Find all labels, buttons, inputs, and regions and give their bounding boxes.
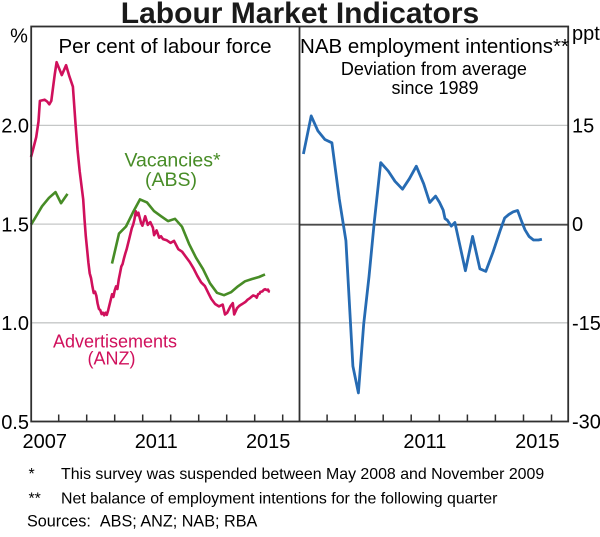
svg-text:1.0: 1.0 [1, 313, 29, 335]
svg-text:**: ** [29, 490, 41, 507]
svg-text:Per cent of labour force: Per cent of labour force [58, 35, 271, 58]
svg-text:0: 0 [572, 214, 583, 236]
svg-text:0.5: 0.5 [1, 412, 29, 434]
svg-text:Sources: ABS; ANZ; NAB; RBA: Sources: ABS; ANZ; NAB; RBA [27, 512, 258, 530]
svg-text:Labour Market Indicators: Labour Market Indicators [121, 0, 479, 30]
svg-text:2007: 2007 [23, 431, 68, 453]
svg-text:(ABS): (ABS) [145, 169, 197, 191]
svg-text:ppt: ppt [572, 23, 600, 45]
svg-text:*: * [29, 466, 35, 483]
svg-text:%: % [10, 25, 28, 47]
svg-text:15: 15 [572, 115, 594, 137]
svg-text:-15: -15 [572, 313, 600, 335]
svg-text:Advertisements: Advertisements [53, 332, 177, 352]
svg-text:This survey was suspended betw: This survey was suspended between May 20… [61, 466, 544, 483]
svg-text:Vacancies*: Vacancies* [124, 150, 221, 172]
svg-text:-30: -30 [572, 412, 600, 434]
svg-text:2.0: 2.0 [1, 116, 29, 138]
svg-text:since 1989: since 1989 [391, 78, 478, 98]
svg-text:2015: 2015 [246, 431, 291, 453]
svg-text:(ANZ): (ANZ) [88, 349, 136, 369]
svg-text:1.5: 1.5 [1, 214, 29, 236]
svg-text:2015: 2015 [515, 431, 560, 453]
svg-text:2011: 2011 [403, 431, 446, 453]
svg-text:Deviation from average: Deviation from average [341, 59, 527, 79]
svg-text:Net balance of employment inte: Net balance of employment intentions for… [61, 490, 498, 507]
svg-text:2011: 2011 [135, 431, 178, 453]
svg-text:NAB employment intentions**: NAB employment intentions** [300, 35, 569, 58]
